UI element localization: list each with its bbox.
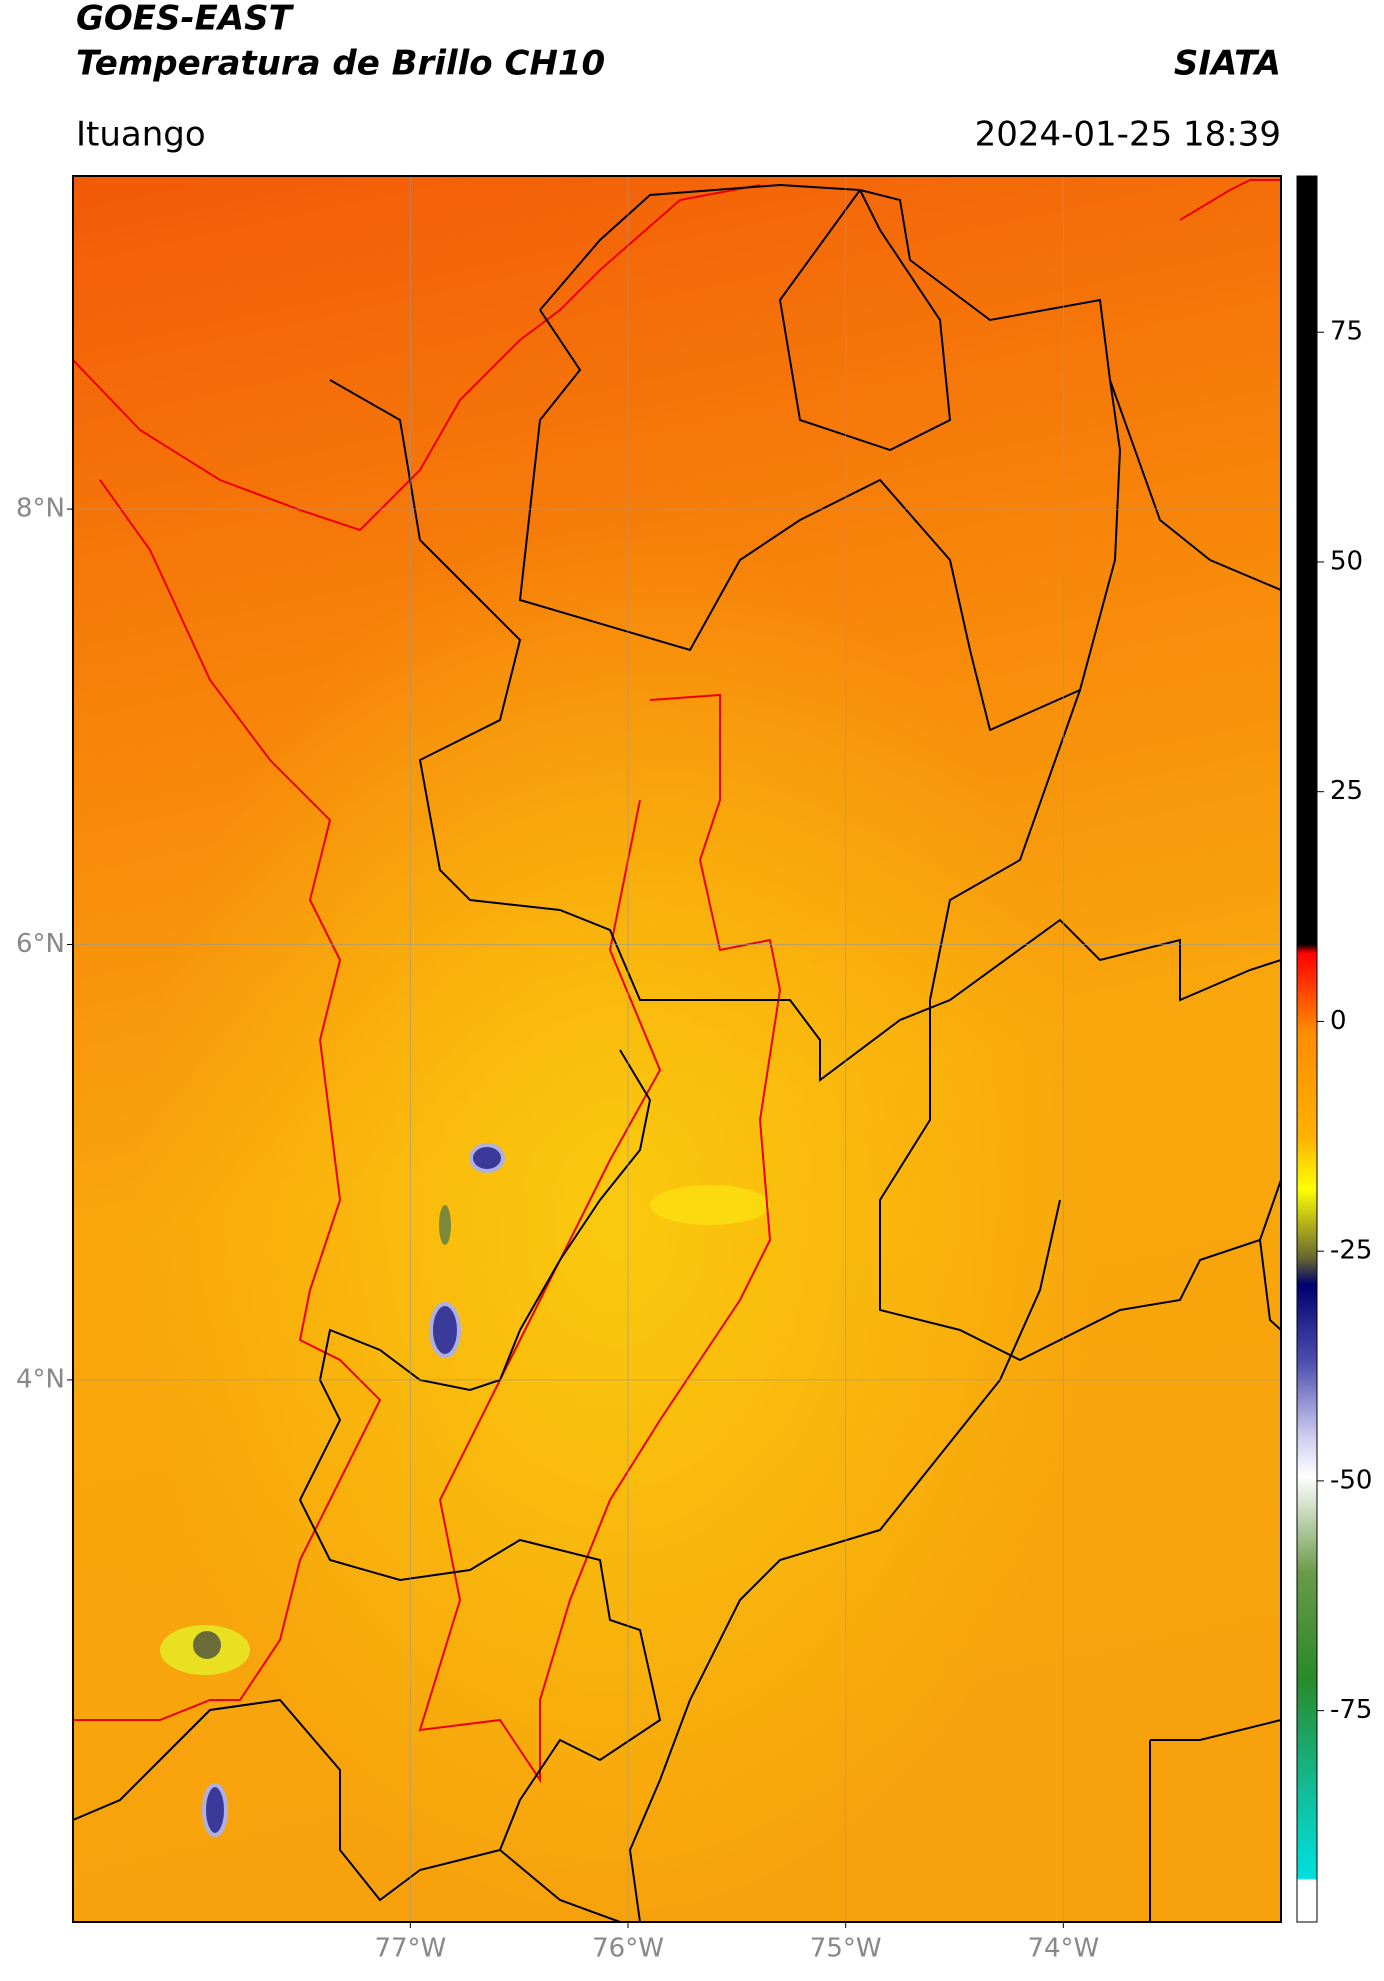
y-tick-label: 8°N [16,494,65,524]
colorbar-tick-label: -50 [1330,1465,1372,1495]
title: GOES-EAST [76,0,295,39]
source: SIATA [1174,44,1281,84]
cloud [439,1205,451,1245]
cloud [193,1631,221,1659]
map [73,176,1281,1922]
colorbar-tick-label: -75 [1330,1695,1372,1725]
map-warm-area [73,176,1281,1922]
y-tick-label: 6°N [16,929,65,959]
coastline [73,179,1281,1784]
datetime: 2024-01-25 18:39 [975,115,1281,155]
x-tick-label: 74°W [1027,1934,1099,1964]
x-tick-label: 75°W [810,1934,882,1964]
x-tick-label: 77°W [374,1934,446,1964]
map-frame [72,175,1282,1923]
subtitle: Temperatura de Brillo CH10 [76,44,605,84]
warm-spot [650,1185,770,1225]
x-tick-label: 76°W [592,1934,664,1964]
admin-borders [73,183,1281,1922]
cloud [429,1302,461,1358]
location: Ituango [76,115,206,155]
colorbar-tick-label: 0 [1330,1006,1347,1036]
axes: 77°W 76°W 75°W 74°W 8°N 6°N 4°N [16,176,1281,1964]
colorbar-tick-label: 25 [1330,776,1363,806]
cloud [202,1783,228,1837]
colorbar-tick-label: 75 [1330,317,1363,347]
cloud [469,1143,505,1173]
y-tick-label: 4°N [16,1364,65,1394]
colorbar [1296,175,1318,1923]
colorbar-tick-label: 50 [1330,546,1363,576]
colorbar-tick-label: -25 [1330,1236,1372,1266]
